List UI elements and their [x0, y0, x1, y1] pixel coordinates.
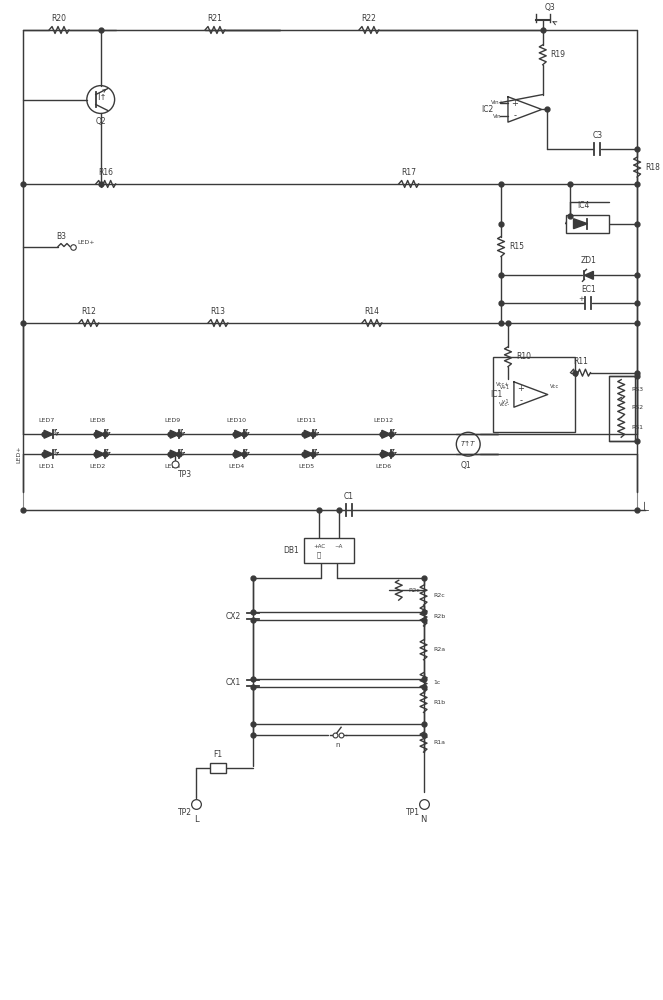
Text: R2a: R2a	[434, 647, 446, 652]
Text: R17: R17	[401, 168, 416, 177]
Text: ZD1: ZD1	[581, 256, 596, 265]
Text: L: L	[194, 815, 198, 824]
Text: R21: R21	[208, 14, 222, 23]
FancyBboxPatch shape	[304, 538, 354, 563]
Text: RS1: RS1	[631, 425, 643, 430]
Text: ⊥: ⊥	[639, 501, 650, 514]
Text: R10: R10	[516, 352, 531, 361]
Text: R19: R19	[551, 50, 566, 59]
Polygon shape	[235, 450, 244, 458]
Text: TP2: TP2	[178, 808, 192, 817]
Text: LED8: LED8	[90, 418, 106, 423]
FancyBboxPatch shape	[609, 376, 635, 441]
Text: LED3: LED3	[164, 464, 180, 469]
Text: -: -	[519, 396, 522, 405]
Text: LED4: LED4	[229, 464, 245, 469]
Text: Q1: Q1	[461, 461, 471, 470]
Text: RS2: RS2	[631, 405, 643, 410]
Text: LED11: LED11	[296, 418, 316, 423]
Polygon shape	[95, 450, 105, 458]
Text: R16: R16	[98, 168, 113, 177]
Polygon shape	[44, 450, 53, 458]
Text: DB1: DB1	[284, 546, 300, 555]
Text: IC4: IC4	[577, 201, 589, 210]
Text: R11: R11	[573, 357, 588, 366]
Text: ⌒: ⌒	[317, 551, 322, 558]
Polygon shape	[573, 219, 587, 229]
Text: -: -	[513, 111, 516, 120]
Text: R20: R20	[52, 14, 66, 23]
Text: R15: R15	[509, 242, 524, 251]
Text: IC2: IC2	[481, 105, 493, 114]
FancyBboxPatch shape	[566, 215, 609, 233]
Text: CX2: CX2	[225, 612, 241, 621]
Text: +AC: +AC	[313, 544, 326, 549]
Text: LED9: LED9	[164, 418, 180, 423]
Text: ~A: ~A	[335, 544, 343, 549]
Text: Vcc: Vcc	[550, 384, 559, 389]
Polygon shape	[304, 450, 314, 458]
Polygon shape	[95, 430, 105, 438]
Text: R2b: R2b	[434, 614, 446, 619]
Text: v-1: v-1	[503, 399, 510, 404]
Text: Vin+: Vin+	[491, 100, 504, 105]
Text: n: n	[336, 742, 340, 748]
Polygon shape	[235, 430, 244, 438]
FancyBboxPatch shape	[493, 357, 575, 432]
Text: T↑T: T↑T	[461, 441, 475, 447]
Text: R2c: R2c	[434, 593, 446, 598]
Text: +: +	[517, 384, 524, 393]
Polygon shape	[382, 430, 391, 438]
Polygon shape	[382, 450, 391, 458]
Text: Vin-: Vin-	[493, 114, 504, 119]
Text: LED2: LED2	[90, 464, 106, 469]
Text: IC1: IC1	[490, 390, 502, 399]
Polygon shape	[170, 450, 179, 458]
Text: Q3: Q3	[545, 3, 556, 12]
Text: LED+: LED+	[17, 445, 21, 463]
Text: R1b: R1b	[434, 700, 446, 705]
Text: F1: F1	[213, 750, 223, 759]
FancyBboxPatch shape	[210, 763, 226, 773]
Text: C1: C1	[344, 492, 354, 501]
Text: R22: R22	[361, 14, 377, 23]
Text: LED10: LED10	[227, 418, 247, 423]
Text: 1c: 1c	[434, 680, 441, 685]
Text: LED1: LED1	[38, 464, 54, 469]
Text: CX1: CX1	[225, 678, 241, 687]
Polygon shape	[304, 430, 314, 438]
Text: RS3: RS3	[631, 387, 643, 392]
Text: LED5: LED5	[298, 464, 314, 469]
Text: LED12: LED12	[374, 418, 394, 423]
Text: C3: C3	[592, 131, 603, 140]
Text: +: +	[511, 99, 518, 108]
Text: LED7: LED7	[38, 418, 54, 423]
Text: N: N	[420, 815, 427, 824]
Text: TP3: TP3	[178, 470, 192, 479]
Text: R14: R14	[365, 307, 379, 316]
Text: +: +	[579, 296, 584, 302]
Text: Q2: Q2	[95, 117, 106, 126]
Text: R2c: R2c	[408, 588, 420, 593]
Polygon shape	[585, 271, 593, 279]
Text: R18: R18	[645, 163, 660, 172]
Text: I↑: I↑	[97, 93, 107, 102]
Text: Vcc-: Vcc-	[499, 402, 510, 407]
Polygon shape	[44, 430, 53, 438]
Text: TP1: TP1	[406, 808, 420, 817]
Polygon shape	[170, 430, 179, 438]
Text: B3: B3	[56, 232, 66, 241]
Text: EC1: EC1	[581, 285, 596, 294]
Text: LED6: LED6	[376, 464, 392, 469]
Text: Vcc+: Vcc+	[496, 382, 510, 387]
Text: R12: R12	[82, 307, 96, 316]
Text: R1a: R1a	[434, 740, 446, 745]
Text: v+1: v+1	[500, 385, 510, 390]
Text: R13: R13	[210, 307, 225, 316]
Text: LED+: LED+	[78, 240, 95, 245]
